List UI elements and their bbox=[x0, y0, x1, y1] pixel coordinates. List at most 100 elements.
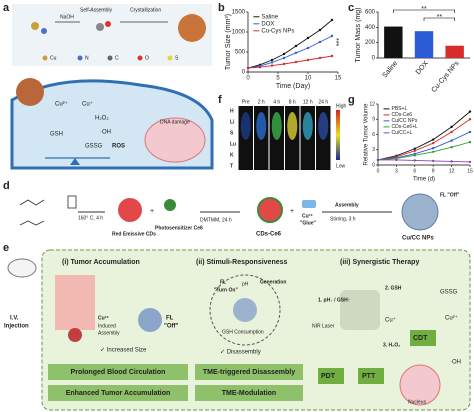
box-text: TME-triggered Disassembly bbox=[203, 369, 295, 376]
signal bbox=[318, 112, 329, 140]
balance-pivot bbox=[70, 158, 80, 165]
point bbox=[376, 158, 380, 162]
p3-text: 3. H₂O₂ bbox=[383, 342, 401, 348]
series-line bbox=[377, 111, 471, 161]
column-label: Pre bbox=[242, 99, 250, 105]
bracket bbox=[393, 9, 455, 13]
p2-text: ✓ Disassembly bbox=[220, 350, 261, 356]
cell bbox=[340, 290, 380, 330]
vessel bbox=[55, 275, 95, 330]
row-label: H bbox=[230, 108, 234, 114]
signal bbox=[240, 112, 251, 140]
point bbox=[413, 147, 416, 150]
point bbox=[432, 138, 435, 141]
cell-label: H₂O₂ bbox=[95, 116, 109, 122]
condition: DMTMM, 24 h bbox=[200, 217, 232, 223]
bar bbox=[445, 45, 464, 58]
colorbar bbox=[336, 110, 340, 160]
legend-text: CDs-Ce6 bbox=[392, 112, 413, 118]
section-title: (ii) Stimuli-Responsiveness bbox=[196, 259, 288, 266]
ptt-box bbox=[358, 368, 384, 384]
x-tick-label: 5 bbox=[276, 76, 280, 82]
cycle bbox=[209, 274, 281, 346]
molecule bbox=[19, 220, 45, 226]
condition: 160° C, 4 h bbox=[78, 215, 103, 221]
cu-cc-np bbox=[401, 193, 439, 231]
molecule bbox=[105, 21, 111, 27]
legend-text: O bbox=[145, 55, 149, 61]
point bbox=[432, 141, 435, 145]
point bbox=[450, 139, 453, 142]
signal bbox=[271, 112, 282, 140]
p2-text: pH bbox=[242, 281, 249, 287]
y-tick-label: 0 bbox=[242, 70, 246, 76]
box bbox=[48, 364, 188, 380]
column-label: 12 h bbox=[303, 99, 313, 105]
condition: Stirring, 3 h bbox=[330, 216, 356, 222]
series-line bbox=[377, 141, 471, 161]
x-axis-label: Time (d) bbox=[413, 177, 435, 183]
x-tick-label: 12 bbox=[449, 168, 455, 174]
y-tick-label: 12 bbox=[369, 101, 375, 107]
p3-text: 1. pH↓ / GSH↑ bbox=[318, 297, 350, 303]
point bbox=[306, 46, 310, 50]
box-text: Enhanced Tumor Accumulation bbox=[66, 390, 171, 397]
y-tick-label: 6 bbox=[372, 132, 375, 138]
section-title: (iii) Synergistic Therapy bbox=[340, 259, 419, 266]
legend-text: Cu-Cys NPs bbox=[261, 28, 294, 34]
panel-d: 160° C, 4 h Red Emissive CDs + Photosens… bbox=[19, 192, 460, 242]
p2-text: GSH Consumption bbox=[222, 329, 264, 335]
y-tick-label: 500 bbox=[235, 50, 246, 56]
column-label: 4 h bbox=[273, 99, 280, 105]
legend-swatch bbox=[137, 55, 143, 61]
p3-text: NIR Laser bbox=[312, 323, 335, 329]
row-label: T bbox=[230, 163, 233, 169]
injection: I.V. bbox=[10, 316, 19, 322]
section-title: (i) Tumor Accumulation bbox=[62, 259, 140, 266]
nucleus bbox=[144, 117, 206, 163]
glue bbox=[302, 200, 316, 208]
y-axis-label: Tumor Size (mm³) bbox=[225, 14, 232, 70]
point bbox=[413, 159, 416, 162]
point bbox=[450, 160, 453, 163]
legend-text: Cu/CC+L bbox=[392, 130, 413, 136]
point bbox=[468, 130, 472, 134]
label: CDs-Ce6 bbox=[256, 232, 282, 238]
cell-label: ROS bbox=[112, 144, 125, 150]
legend-swatch bbox=[167, 55, 173, 61]
series-line bbox=[377, 118, 471, 161]
np bbox=[68, 328, 82, 342]
pdt-box bbox=[318, 368, 344, 384]
panel-a: NaOH Self-Assembly Crystallization Cu N … bbox=[10, 4, 214, 170]
point bbox=[450, 125, 453, 129]
point bbox=[395, 158, 398, 162]
y-tick-label: 400 bbox=[365, 25, 376, 31]
bar bbox=[384, 26, 403, 58]
box-text: Prolonged Blood Circulation bbox=[71, 369, 166, 376]
x-axis-label: Time (Day) bbox=[276, 83, 310, 90]
row-label: K bbox=[230, 152, 234, 158]
molecule bbox=[96, 23, 104, 31]
step-label: NaOH bbox=[60, 14, 74, 20]
molecule bbox=[19, 199, 45, 206]
point bbox=[270, 61, 274, 64]
y-tick-label: 200 bbox=[365, 40, 376, 46]
y-tick-label: 600 bbox=[365, 10, 376, 16]
box bbox=[195, 364, 303, 380]
cd bbox=[118, 198, 142, 222]
y-tick-label: 0 bbox=[372, 162, 375, 168]
scale-label: Low bbox=[336, 163, 346, 169]
point bbox=[318, 56, 322, 60]
panel-label: a bbox=[3, 2, 10, 14]
point bbox=[432, 150, 435, 153]
point bbox=[318, 40, 322, 44]
p1-text: Assembly bbox=[98, 330, 120, 336]
column-label: 24 h bbox=[318, 99, 328, 105]
cell-label: GSSG bbox=[85, 144, 103, 150]
legend-swatch bbox=[107, 55, 113, 61]
bracket bbox=[423, 17, 455, 21]
cdt-box bbox=[410, 330, 436, 346]
legend-text: C bbox=[115, 55, 119, 61]
legend-swatch bbox=[42, 55, 48, 61]
